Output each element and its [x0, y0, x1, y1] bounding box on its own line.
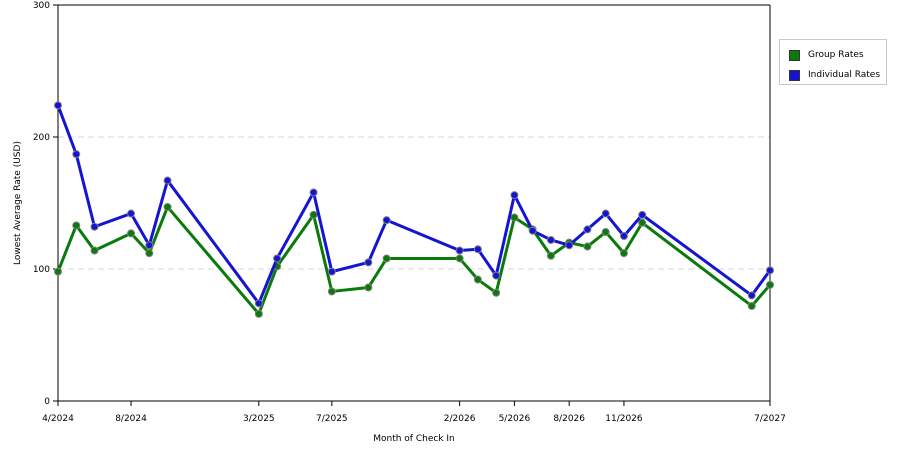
data-point-group-rates	[583, 242, 592, 251]
data-point-individual-rates	[638, 210, 647, 219]
y-tick-label-200: 200	[33, 133, 50, 143]
data-point-individual-rates	[364, 258, 373, 267]
data-point-individual-rates	[145, 241, 154, 250]
data-point-group-rates	[492, 288, 501, 297]
data-point-group-rates	[382, 254, 391, 263]
data-point-group-rates	[546, 251, 555, 260]
x-tick-label: 3/2025	[243, 414, 275, 424]
legend-swatch-group-rates	[789, 49, 800, 61]
y-tick-label-0: 0	[44, 397, 50, 407]
series-lines	[54, 101, 774, 318]
data-point-group-rates	[145, 249, 154, 258]
x-tick-label: 8/2026	[553, 414, 585, 424]
series-line-group-rates	[56, 205, 772, 316]
grid-lines	[58, 136, 770, 270]
data-point-individual-rates	[492, 271, 501, 280]
legend-item-individual-rates: Individual Rates	[789, 69, 880, 81]
data-point-individual-rates	[510, 191, 519, 200]
data-point-individual-rates	[327, 267, 336, 276]
data-point-individual-rates	[546, 235, 555, 244]
data-point-individual-rates	[455, 246, 464, 255]
data-point-group-rates	[309, 210, 318, 219]
data-point-individual-rates	[90, 222, 99, 231]
chart-legend: Group Rates Individual Rates	[779, 39, 887, 85]
data-point-group-rates	[510, 213, 519, 222]
y-axis-title: Lowest Average Rate (USD)	[13, 141, 23, 265]
data-point-group-rates	[455, 254, 464, 263]
legend-swatch-individual-rates	[789, 69, 800, 81]
data-point-individual-rates	[254, 299, 263, 308]
x-tick-label: 5/2026	[499, 414, 531, 424]
data-point-group-rates	[601, 228, 610, 237]
x-axis-title: Month of Check In	[373, 434, 455, 444]
x-tick-label: 4/2024	[42, 414, 74, 424]
data-point-individual-rates	[528, 226, 537, 235]
data-point-individual-rates	[127, 209, 136, 218]
data-point-group-rates	[766, 280, 774, 289]
x-tick-label: 11/2026	[605, 414, 643, 424]
data-point-individual-rates	[619, 232, 628, 240]
tick-labels: 0 100 200 300 4/2024 8/2024 3/2025 7/2025 2/2026…	[33, 1, 786, 424]
data-point-group-rates	[327, 287, 336, 296]
data-point-individual-rates	[601, 209, 610, 218]
data-point-group-rates	[72, 221, 81, 230]
data-point-group-rates	[54, 267, 62, 276]
y-tick-label-100: 100	[33, 265, 50, 275]
data-point-group-rates	[90, 246, 99, 255]
legend-label-group-rates: Group Rates	[808, 50, 864, 60]
legend-item-group-rates: Group Rates	[789, 49, 864, 61]
data-point-group-rates	[163, 202, 172, 211]
data-point-individual-rates	[273, 254, 282, 263]
data-point-individual-rates	[583, 225, 592, 234]
legend-label-individual-rates: Individual Rates	[808, 70, 881, 80]
y-tick-label-300: 300	[33, 1, 50, 11]
data-point-group-rates	[254, 309, 263, 318]
x-tick-label: 2/2026	[444, 414, 476, 424]
data-point-individual-rates	[309, 188, 318, 197]
data-point-group-rates	[473, 275, 482, 284]
data-point-group-rates	[619, 249, 628, 258]
data-point-group-rates	[127, 229, 136, 238]
data-point-individual-rates	[473, 245, 482, 254]
x-tick-label: 8/2024	[115, 414, 147, 424]
data-point-group-rates	[638, 218, 647, 227]
data-point-individual-rates	[72, 150, 81, 159]
data-point-individual-rates	[565, 241, 574, 250]
data-point-individual-rates	[747, 291, 756, 300]
data-point-individual-rates	[163, 176, 172, 185]
data-point-individual-rates	[766, 266, 774, 275]
data-point-individual-rates	[382, 216, 391, 225]
x-tick-label: 7/2027	[754, 414, 786, 424]
x-tick-label: 7/2025	[316, 414, 348, 424]
data-point-individual-rates	[54, 101, 62, 110]
axes	[53, 4, 771, 406]
data-point-group-rates	[364, 283, 373, 292]
data-point-group-rates	[747, 301, 756, 310]
